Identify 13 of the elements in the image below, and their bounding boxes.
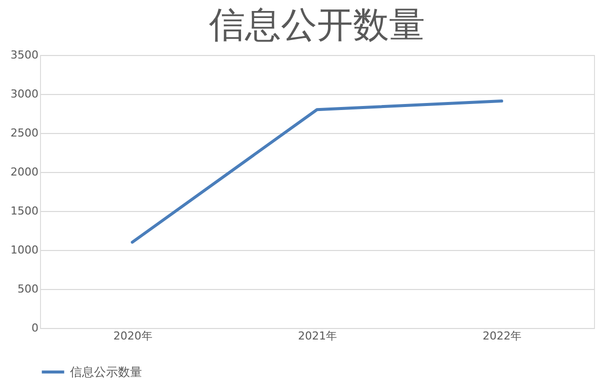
y-tick-label: 3500 (10, 48, 38, 62)
y-tick-label: 3000 (10, 88, 38, 100)
y-tick-label: 2500 (10, 126, 38, 140)
x-tick-label: 2020年 (113, 330, 152, 342)
y-tick-label: 500 (18, 282, 38, 296)
y-tick-label: 0 (32, 322, 38, 334)
x-tick-label: 2022年 (482, 330, 522, 342)
legend-label: 信息公示数量 (70, 365, 142, 379)
chart-title: 信息公开数量 (209, 5, 425, 46)
y-tick-label: 2000 (10, 166, 38, 178)
x-tick-label: 2021年 (298, 330, 337, 342)
y-tick-label: 1500 (10, 204, 38, 218)
y-tick-label: 1000 (10, 244, 38, 256)
